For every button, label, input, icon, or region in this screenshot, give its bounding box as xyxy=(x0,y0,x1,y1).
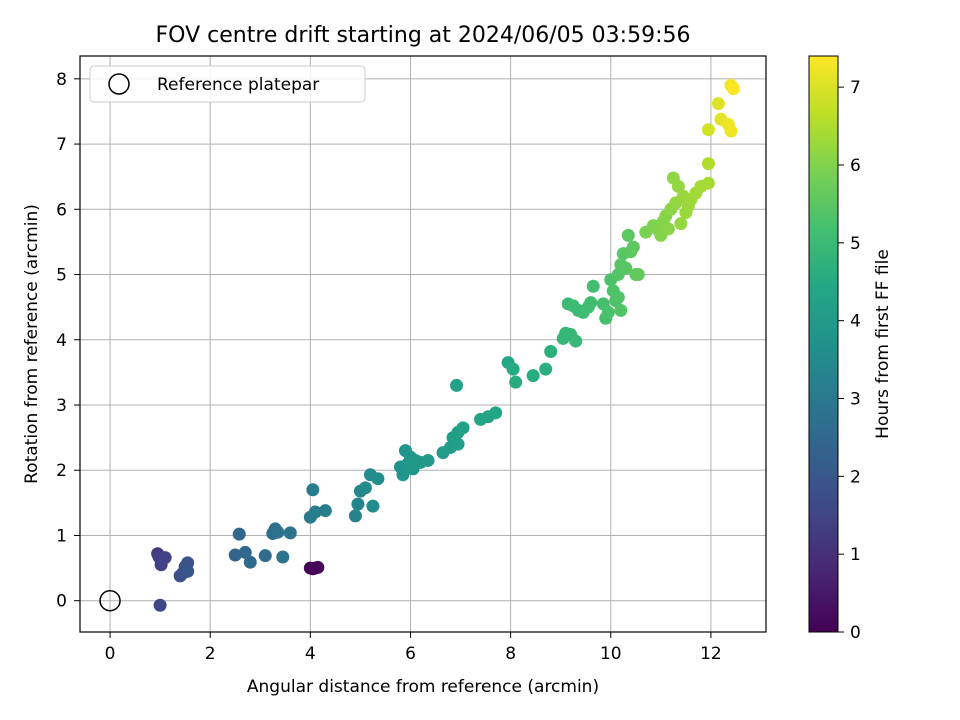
data-point xyxy=(228,548,242,562)
colorbar-tick-label: 7 xyxy=(850,78,861,98)
y-tick-label: 3 xyxy=(56,396,67,416)
data-point xyxy=(626,240,640,254)
y-tick-label: 8 xyxy=(56,70,67,90)
data-point xyxy=(674,217,688,231)
y-tick-label: 7 xyxy=(56,135,67,155)
y-tick-label: 2 xyxy=(56,461,67,481)
plot-frame xyxy=(79,55,767,633)
data-point xyxy=(619,261,633,275)
data-point xyxy=(489,406,503,420)
data-point xyxy=(258,549,272,563)
colorbar-tick-label: 6 xyxy=(850,156,861,176)
data-point xyxy=(283,526,297,540)
colorbar-tick-label: 5 xyxy=(850,234,861,254)
x-axis-label: Angular distance from reference (arcmin) xyxy=(247,677,599,697)
y-tick-label: 5 xyxy=(56,266,67,286)
data-point xyxy=(701,157,715,171)
colorbar-tick-label: 3 xyxy=(850,389,861,409)
data-point xyxy=(614,303,628,317)
data-point xyxy=(456,421,470,435)
colorbar-gradient xyxy=(808,55,839,633)
data-point xyxy=(366,499,380,513)
data-point xyxy=(726,82,740,96)
chart-title: FOV centre drift starting at 2024/06/05 … xyxy=(156,23,691,48)
data-point xyxy=(671,179,685,193)
data-point xyxy=(539,362,553,376)
legend-box xyxy=(89,65,366,103)
data-points xyxy=(151,78,740,612)
legend-marker-icon xyxy=(108,73,130,95)
data-point xyxy=(661,222,675,236)
colorbar-tick-label: 4 xyxy=(850,312,861,332)
x-tick-label: 6 xyxy=(405,644,416,664)
data-point xyxy=(271,525,285,539)
x-tick-label: 4 xyxy=(305,644,316,664)
y-tick-label: 6 xyxy=(56,200,67,220)
x-tick-label: 0 xyxy=(105,644,116,664)
x-tick-label: 8 xyxy=(505,644,516,664)
x-tick-label: 12 xyxy=(700,644,722,664)
data-point xyxy=(509,375,523,389)
data-point xyxy=(318,504,332,518)
colorbar-tick-label: 2 xyxy=(850,467,861,487)
data-point xyxy=(544,345,558,359)
data-point xyxy=(351,497,365,511)
data-point xyxy=(158,551,172,565)
data-point xyxy=(586,279,600,293)
y-axis-label: Rotation from reference (arcmin) xyxy=(22,204,42,484)
x-axis-ticks: 0 2 4 6 8 10 12 xyxy=(105,632,722,664)
data-point xyxy=(601,305,615,319)
colorbar-tick-label: 0 xyxy=(850,623,861,643)
colorbar-ticks: 0 1 2 3 4 5 6 7 xyxy=(838,78,861,643)
data-point xyxy=(631,268,645,282)
legend-entry-reference: Reference platepar xyxy=(157,75,319,95)
data-point xyxy=(311,560,325,574)
data-point xyxy=(232,527,246,541)
y-axis-ticks: 0 1 2 3 4 5 6 7 8 xyxy=(56,70,80,612)
data-point xyxy=(371,472,385,486)
y-tick-label: 4 xyxy=(56,331,67,351)
data-point xyxy=(611,290,625,304)
data-point xyxy=(451,437,465,451)
data-point xyxy=(181,564,195,578)
data-point xyxy=(724,124,738,138)
data-point xyxy=(396,468,410,482)
y-tick-label: 1 xyxy=(56,526,67,546)
y-tick-label: 0 xyxy=(56,592,67,612)
data-point xyxy=(569,334,583,348)
data-point xyxy=(276,550,290,564)
data-point xyxy=(701,123,715,137)
grid-lines xyxy=(80,56,766,632)
data-point xyxy=(153,598,167,612)
data-point xyxy=(348,509,362,523)
colorbar: 0 1 2 3 4 5 6 7 Hours from first FF file xyxy=(808,55,893,643)
data-point xyxy=(701,176,715,190)
data-point xyxy=(506,362,520,376)
data-point xyxy=(421,453,435,467)
x-tick-label: 2 xyxy=(205,644,216,664)
data-point xyxy=(238,545,252,559)
data-point xyxy=(358,481,372,495)
data-point xyxy=(306,483,320,497)
data-point xyxy=(526,369,540,383)
data-point xyxy=(711,97,725,111)
data-point xyxy=(584,296,598,310)
colorbar-label: Hours from first FF file xyxy=(873,249,893,439)
data-point xyxy=(621,228,635,242)
data-point xyxy=(243,555,257,569)
legend: Reference platepar xyxy=(89,65,366,103)
reference-point xyxy=(99,589,121,612)
reference-marker xyxy=(99,589,121,612)
data-point xyxy=(450,378,464,392)
colorbar-tick-label: 1 xyxy=(850,545,861,565)
x-tick-label: 10 xyxy=(600,644,622,664)
data-point xyxy=(308,505,322,519)
